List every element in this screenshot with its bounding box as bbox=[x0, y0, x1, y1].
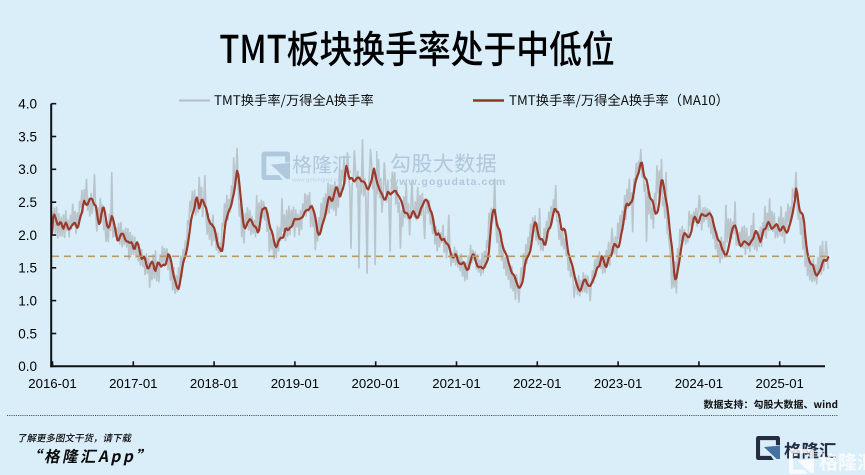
svg-text:2025-01: 2025-01 bbox=[755, 376, 803, 391]
svg-text:www.gogudata.com: www.gogudata.com bbox=[389, 176, 506, 188]
svg-text:2017-01: 2017-01 bbox=[109, 376, 157, 391]
svg-text:0.0: 0.0 bbox=[18, 359, 37, 374]
svg-text:2.5: 2.5 bbox=[18, 195, 37, 210]
svg-text:2020-01: 2020-01 bbox=[351, 376, 399, 391]
svg-text:4.0: 4.0 bbox=[18, 97, 37, 112]
svg-text:3.5: 3.5 bbox=[18, 129, 37, 144]
svg-text:www.gelonghui.com: www.gelonghui.com bbox=[291, 178, 345, 184]
svg-text:2024-01: 2024-01 bbox=[675, 376, 723, 391]
svg-text:3.0: 3.0 bbox=[18, 162, 37, 177]
svg-text:2018-01: 2018-01 bbox=[190, 376, 238, 391]
svg-text:2023-01: 2023-01 bbox=[594, 376, 642, 391]
svg-text:2.0: 2.0 bbox=[18, 228, 37, 243]
svg-text:1.5: 1.5 bbox=[18, 261, 37, 276]
svg-text:2021-01: 2021-01 bbox=[432, 376, 480, 391]
svg-text:2022-01: 2022-01 bbox=[513, 376, 561, 391]
svg-text:2016-01: 2016-01 bbox=[28, 376, 76, 391]
svg-text:2019-01: 2019-01 bbox=[271, 376, 319, 391]
svg-text:0.5: 0.5 bbox=[18, 326, 37, 341]
svg-text:1.0: 1.0 bbox=[18, 293, 37, 308]
